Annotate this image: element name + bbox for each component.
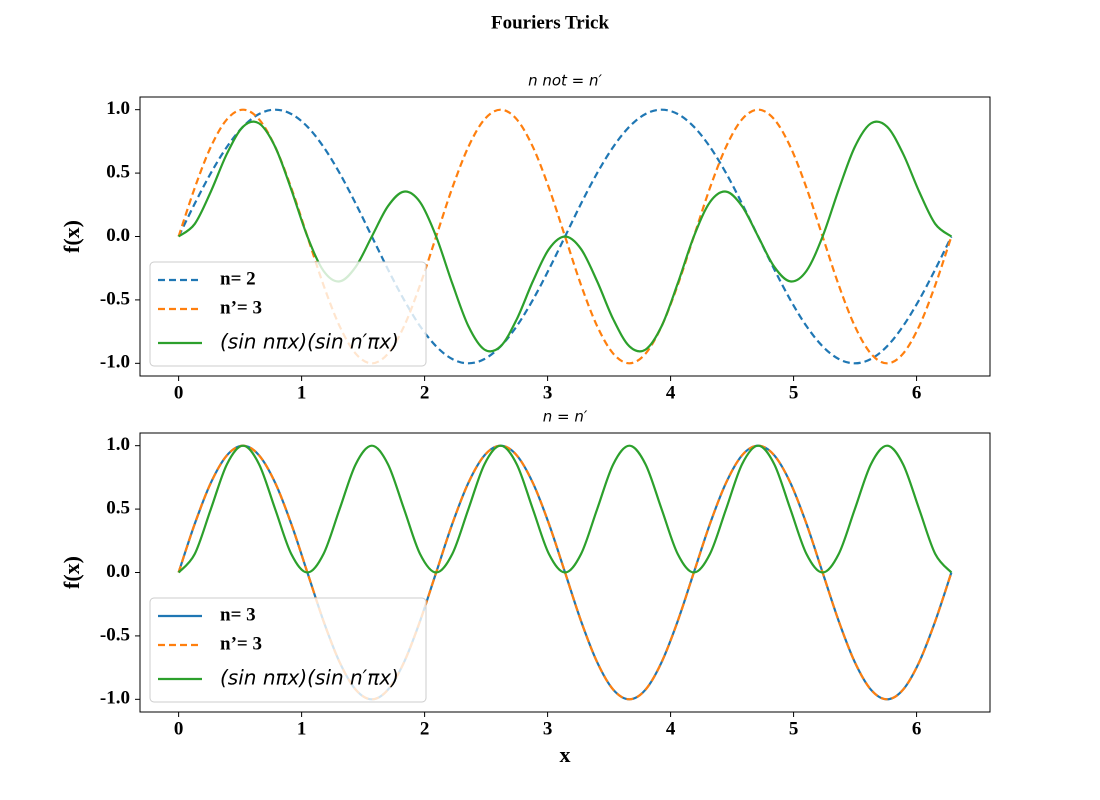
axes-frame xyxy=(139,432,991,713)
x-tick-label: 5 xyxy=(789,718,799,739)
x-tick-label: 5 xyxy=(789,382,799,403)
legend-box xyxy=(149,261,427,367)
series-line xyxy=(177,444,953,574)
legend-label: (sin nπx)(sin n′πx) xyxy=(220,330,399,354)
axes-title: n not = n′ xyxy=(528,72,602,90)
x-tick-label: 3 xyxy=(543,718,553,739)
y-tick-label: -0.5 xyxy=(100,624,130,645)
legend-label: (sin nπx)(sin n′πx) xyxy=(220,666,399,690)
y-tick-label: 0.5 xyxy=(106,497,130,518)
y-tick-label: 0.0 xyxy=(106,561,130,582)
y-tick-label: -1.0 xyxy=(100,352,130,373)
legend-label: n’= 3 xyxy=(220,297,262,318)
legend-box xyxy=(149,597,427,703)
y-tick-label: 0.5 xyxy=(106,161,130,182)
x-tick-label: 2 xyxy=(420,718,430,739)
axes-frame xyxy=(139,96,991,377)
y-tick-label: 1.0 xyxy=(106,98,130,119)
x-tick-label: 1 xyxy=(297,382,307,403)
x-tick-label: 0 xyxy=(174,718,184,739)
x-tick-label: 1 xyxy=(297,718,307,739)
y-tick-label: 1.0 xyxy=(106,434,130,455)
x-tick-label: 6 xyxy=(912,382,922,403)
x-axis-label: x xyxy=(560,742,571,767)
y-tick-label: -1.0 xyxy=(100,688,130,709)
x-tick-label: 4 xyxy=(666,718,676,739)
y-axis-label: f(x) xyxy=(59,220,84,253)
y-axis-label: f(x) xyxy=(59,556,84,589)
legend-label: n= 3 xyxy=(220,604,256,625)
y-tick-label: 0.0 xyxy=(106,225,130,246)
y-tick-label: -0.5 xyxy=(100,288,130,309)
x-tick-label: 4 xyxy=(666,382,676,403)
x-tick-label: 0 xyxy=(174,382,184,403)
axes-title: n = n′ xyxy=(543,408,588,426)
legend-label: n= 2 xyxy=(220,268,256,289)
x-tick-label: 2 xyxy=(420,382,430,403)
x-tick-label: 6 xyxy=(912,718,922,739)
series-line xyxy=(177,120,953,353)
legend-label: n’= 3 xyxy=(220,633,262,654)
figure-title: Fouriers Trick xyxy=(491,12,609,33)
x-tick-label: 3 xyxy=(543,382,553,403)
